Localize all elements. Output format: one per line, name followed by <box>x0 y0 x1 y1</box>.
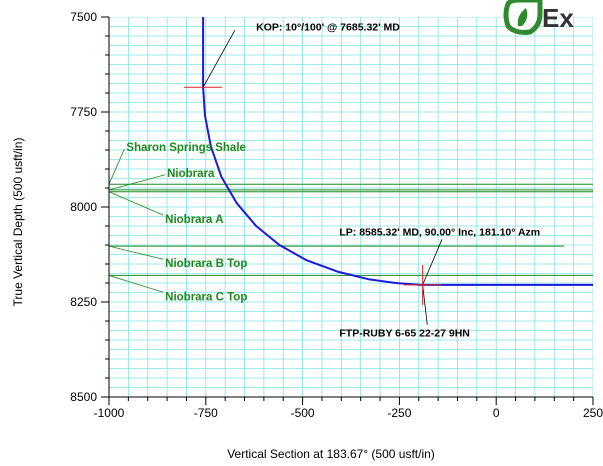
x-axis-title: Vertical Section at 183.67° (500 usft/in… <box>227 447 435 461</box>
y-tick-label: 8000 <box>70 200 97 214</box>
x-tick-label: -250 <box>387 406 411 420</box>
well-path-series <box>202 17 593 286</box>
annotation-label: FTP-RUBY 6-65 22-27 9HN <box>339 327 470 339</box>
annotation-label: LP: 8585.32' MD, 90.00° Inc, 181.10° Azm <box>339 227 540 239</box>
formation-leader <box>109 174 166 191</box>
y-tick-label: 8500 <box>70 390 97 404</box>
x-tick-label: 250 <box>583 406 603 420</box>
formation-leader <box>109 245 164 260</box>
formation-leader <box>109 275 164 293</box>
x-tick-label: -1000 <box>94 406 125 420</box>
x-tick-label: -750 <box>194 406 218 420</box>
y-tick-label: 7750 <box>70 105 97 119</box>
formation-leader <box>109 148 125 185</box>
annotation-leader <box>422 239 443 286</box>
company-logo: Ex <box>503 0 574 35</box>
formation-label: Niobrara <box>167 168 215 180</box>
y-axis-title: True Vertical Depth (500 usft/in) <box>11 138 25 307</box>
formation-leader <box>109 191 164 216</box>
formation-label: Sharon Springs Shale <box>126 142 246 154</box>
annotation-leaders <box>184 30 443 325</box>
annotation-leader <box>422 284 428 325</box>
logo-text: Ex <box>542 3 574 33</box>
x-tick-label: -500 <box>291 406 315 420</box>
annotation-leader <box>202 30 236 88</box>
x-tick-label: 0 <box>493 406 500 420</box>
formation-label: Niobrara B Top <box>165 258 247 270</box>
labels: 7500 7750 8000 8250 8500 -1000 -750 -500 -250 0 25… <box>11 10 603 461</box>
formation-label: Niobrara A <box>165 214 223 226</box>
axis-ticks <box>101 16 594 405</box>
y-tick-label: 8250 <box>70 295 97 309</box>
leaf-inner-icon <box>517 8 528 26</box>
y-tick-label: 7500 <box>70 10 97 24</box>
grid <box>109 17 593 397</box>
formation-label: Niobrara C Top <box>165 291 247 303</box>
well-path-line <box>202 17 593 286</box>
annotation-label: KOP: 10°/100' @ 7685.32' MD <box>256 22 400 34</box>
